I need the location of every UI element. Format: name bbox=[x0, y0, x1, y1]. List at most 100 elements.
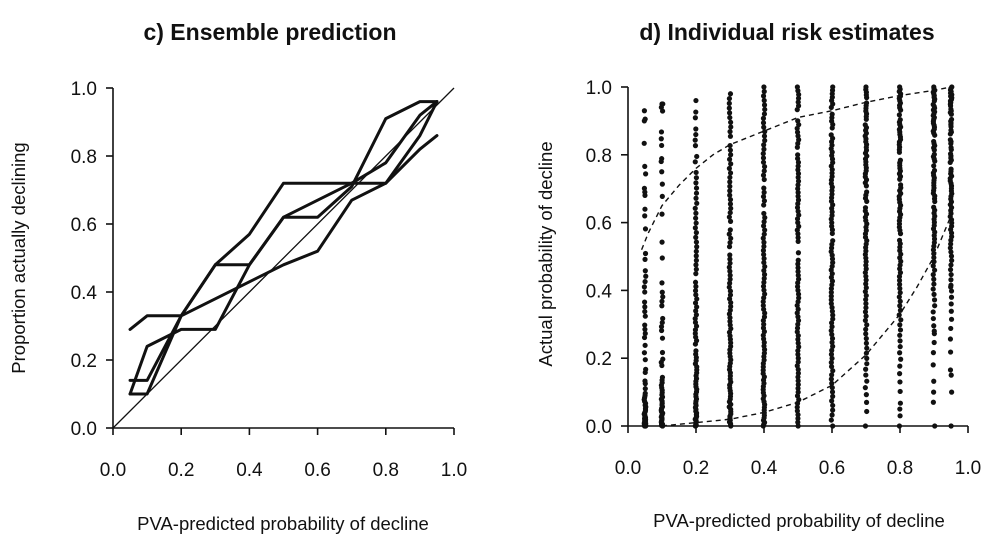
panel-d-point bbox=[659, 335, 666, 341]
panel-d-point bbox=[829, 230, 835, 237]
panel-d-point bbox=[659, 289, 665, 295]
panel-d-point bbox=[760, 93, 767, 99]
panel-d-point bbox=[642, 342, 648, 348]
panel-d-point bbox=[727, 170, 734, 176]
panel-d-point bbox=[659, 142, 665, 149]
panel-d-point bbox=[830, 316, 836, 322]
panel-d-point bbox=[795, 95, 802, 101]
panel-d-point bbox=[897, 298, 903, 304]
panel-d-point bbox=[795, 378, 801, 384]
panel-d-point bbox=[641, 350, 648, 356]
panel-d-point bbox=[693, 308, 699, 314]
panel-c-y-tick-label: 0.6 bbox=[71, 215, 97, 236]
panel-d-ticks: 0.0 0.2 0.4 0.6 0.8 1.0 0.0 0.2 0.4 0.6 0.8 1.0 bbox=[586, 78, 982, 479]
panel-d-point bbox=[728, 161, 734, 167]
panel-d-point bbox=[727, 288, 734, 294]
panel-d-point bbox=[727, 188, 733, 194]
panel-d-point bbox=[642, 226, 649, 232]
panel-d-point bbox=[948, 372, 954, 378]
panel-d-point bbox=[795, 265, 801, 271]
panel-d-point bbox=[642, 250, 649, 257]
panel-d-point bbox=[761, 202, 767, 208]
panel-d-point bbox=[829, 347, 835, 353]
panel-d-point bbox=[948, 325, 954, 332]
panel-d-point bbox=[862, 289, 868, 295]
panel-d-point bbox=[760, 120, 767, 126]
panel-d-point bbox=[728, 152, 734, 158]
panel-d-point bbox=[727, 133, 734, 139]
panel-d-point bbox=[862, 317, 868, 324]
panel-d-point bbox=[761, 189, 767, 195]
panel-d-point bbox=[641, 284, 647, 290]
panel-d-point bbox=[897, 350, 903, 356]
panel-d-y-tick-label: 1.0 bbox=[586, 78, 612, 99]
panel-d-point bbox=[794, 204, 801, 211]
panel-d-point bbox=[761, 251, 767, 258]
panel-d-point bbox=[727, 292, 734, 298]
panel-d-point bbox=[830, 312, 836, 318]
panel-d-point bbox=[948, 249, 954, 255]
panel-d-point bbox=[727, 252, 733, 258]
panel-d-point bbox=[760, 235, 766, 241]
panel-d-point bbox=[659, 303, 665, 309]
panel-d-point bbox=[760, 247, 767, 254]
panel-d-point bbox=[948, 127, 954, 133]
panel-d-point bbox=[931, 378, 937, 384]
panel-d-point bbox=[762, 215, 768, 221]
panel-d-point bbox=[761, 287, 767, 293]
panel-d-point bbox=[947, 245, 953, 251]
panel-d-point bbox=[761, 198, 768, 204]
panel-d-point bbox=[761, 321, 767, 327]
panel-c-x-tick-label: 0.0 bbox=[100, 460, 126, 481]
panel-c-series-line-4 bbox=[128, 134, 439, 396]
panel-d-point bbox=[828, 297, 834, 303]
panel-d-point bbox=[694, 244, 700, 250]
panel-d-point bbox=[897, 182, 904, 188]
panel-d-point bbox=[642, 386, 648, 392]
panel-d-point bbox=[863, 292, 869, 299]
panel-d-point bbox=[947, 349, 954, 355]
panel-d-point bbox=[761, 239, 767, 245]
panel-d-point bbox=[863, 331, 869, 337]
panel-d-point bbox=[897, 400, 903, 406]
panel-d-point bbox=[829, 398, 835, 404]
panel-d-y-tick-label: 0.4 bbox=[586, 281, 613, 302]
panel-d-point bbox=[727, 114, 733, 121]
panel-d-point bbox=[693, 230, 699, 236]
panel-d-point bbox=[693, 283, 699, 290]
panel-d-point bbox=[948, 288, 955, 294]
panel-d-point bbox=[794, 325, 801, 331]
panel-d-point bbox=[761, 185, 767, 191]
panel-d-point bbox=[828, 363, 835, 370]
panel-d-point bbox=[692, 300, 699, 306]
panel-d-point bbox=[897, 371, 903, 377]
panel-d-point bbox=[760, 283, 767, 289]
panel-d-point bbox=[693, 253, 699, 259]
panel-c-x-tick-label: 0.8 bbox=[373, 460, 399, 481]
panel-d-point bbox=[726, 105, 732, 111]
panel-d-point bbox=[692, 159, 698, 165]
panel-d-point bbox=[761, 124, 767, 130]
panel-d-point bbox=[931, 138, 937, 145]
panel-d-point bbox=[948, 166, 954, 172]
panel-d-point bbox=[897, 281, 903, 288]
panel-d-point bbox=[692, 143, 699, 149]
panel-d-point bbox=[898, 317, 904, 323]
panel-d-point bbox=[795, 197, 802, 203]
panel-d-point bbox=[897, 338, 903, 344]
panel-d-point bbox=[795, 250, 802, 256]
panel-d-point bbox=[760, 172, 767, 178]
panel-d-point bbox=[693, 210, 699, 216]
panel-d-point bbox=[760, 155, 767, 161]
panel-d-point bbox=[761, 146, 767, 152]
panel-d-point bbox=[659, 193, 665, 199]
panel-d-point bbox=[829, 331, 835, 338]
panel-d-point bbox=[761, 255, 767, 262]
panel-d-point bbox=[794, 129, 801, 135]
panel-d-point bbox=[727, 296, 733, 302]
panel-d-point bbox=[658, 327, 665, 334]
panel-d-point bbox=[931, 151, 937, 157]
panel-d-point bbox=[694, 200, 700, 206]
panel-d-point bbox=[863, 281, 869, 287]
